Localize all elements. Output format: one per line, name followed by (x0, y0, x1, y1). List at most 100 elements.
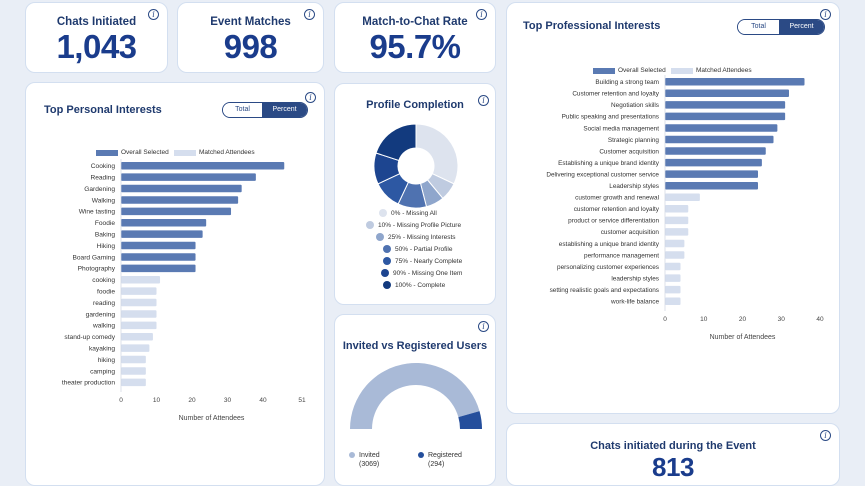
toggle-percent[interactable]: Percent (779, 20, 824, 34)
info-icon[interactable]: i (476, 9, 487, 20)
profile-legend-dot (376, 233, 384, 241)
professional-tick-label: 10 (700, 316, 708, 323)
profile-completion-legend: 0% - Missing All 10% - Missing Profile Pi… (335, 209, 495, 299)
chats-during-event-card: i Chats initiated during the Event 813 (506, 423, 840, 486)
professional-overall-bar (665, 158, 762, 167)
profile-legend-label: 0% - Missing All (391, 209, 437, 217)
legend-registered-label: Registered (428, 452, 462, 459)
profile-legend-dot (383, 257, 391, 265)
professional-category-label: customer retention and loyalty (574, 206, 660, 213)
personal-category-label: Walking (92, 197, 116, 204)
professional-matched-bar (665, 297, 681, 305)
profile-legend-label: 50% - Partial Profile (395, 245, 453, 253)
professional-matched-bar (665, 239, 685, 248)
personal-matched-bar (121, 310, 157, 318)
personal-matched-bar (121, 333, 153, 341)
personal-category-label: Gardening (84, 186, 115, 193)
profile-completion-card: i Profile Completion 0% - Missing All 10%… (334, 83, 496, 305)
invited-arc (350, 362, 480, 429)
legend-label: Matched Attendees (696, 67, 752, 74)
personal-tick-label: 40 (259, 397, 267, 404)
profile-legend-item: 100% - Complete (383, 281, 445, 289)
profile-legend-item: 50% - Partial Profile (383, 245, 452, 253)
personal-matched-bar (121, 355, 146, 364)
personal-overall-bar (121, 207, 232, 216)
professional-matched-bar (665, 193, 700, 201)
professional-category-label: Strategic planning (608, 137, 660, 144)
professional-matched-bar (665, 274, 681, 282)
personal-category-label: Photography (78, 266, 116, 273)
professional-matched-bar (665, 262, 681, 271)
professional-category-label: Leadership styles (609, 183, 659, 190)
legend-dot-registered (418, 452, 424, 459)
personal-category-label: walking (92, 323, 115, 330)
personal-category-label: Reading (90, 174, 115, 181)
legend-label: Overall Selected (618, 67, 666, 74)
personal-category-label: theater production (62, 380, 115, 387)
profile-legend-label: 10% - Missing Profile Picture (378, 221, 462, 229)
personal-overall-bar (121, 196, 239, 204)
personal-category-label: Board Gaming (72, 254, 115, 261)
legend-overall-selected: Overall Selected (96, 149, 169, 156)
legend-invited-label: Invited (359, 452, 380, 459)
registered-arc (458, 411, 482, 429)
professional-tick-label: 30 (778, 316, 786, 323)
profile-legend-label: 100% - Complete (395, 281, 446, 289)
legend-swatch (671, 67, 693, 74)
personal-category-label: cooking (92, 277, 115, 284)
legend-swatch (593, 67, 615, 74)
professional-interests-chart: Building a strong team Customer retention… (546, 75, 824, 341)
personal-matched-bar (121, 321, 157, 330)
profile-slice (375, 123, 417, 162)
professional-tick-label: 40 (816, 316, 824, 323)
info-icon[interactable]: i (305, 92, 316, 103)
personal-overall-bar (121, 162, 285, 170)
legend-matched-attendees: Matched Attendees (671, 67, 752, 74)
card-title: Profile Completion (366, 99, 464, 111)
professional-overall-bar (665, 89, 789, 98)
professional-category-label: customer growth and renewal (575, 195, 659, 202)
info-icon[interactable]: i (478, 321, 489, 332)
personal-category-label: kayaking (89, 345, 115, 352)
kpi-value: 813 (652, 452, 694, 482)
professional-category-label: Negotiation skills (611, 102, 659, 109)
profile-legend-item: 10% - Missing Profile Picture (366, 221, 461, 229)
profile-legend-dot (366, 221, 374, 229)
personal-category-label: hiking (98, 357, 116, 364)
kpi-value: 95.7% (369, 28, 461, 65)
professional-overall-bar (665, 101, 786, 109)
professional-category-label: leadership styles (611, 275, 659, 282)
profile-completion-donut (373, 123, 459, 209)
personal-matched-bar (121, 287, 157, 295)
professional-category-label: establishing a unique brand identity (559, 241, 660, 248)
legend-registered: Registered (294) (418, 452, 462, 468)
info-icon[interactable]: i (478, 95, 489, 106)
personal-category-label: foodie (97, 288, 115, 295)
personal-tick-label: 20 (188, 397, 196, 404)
legend-swatch (174, 149, 196, 156)
personal-category-label: Wine tasting (79, 209, 116, 216)
professional-category-label: Public speaking and presentations (562, 114, 659, 121)
toggle-total[interactable]: Total (223, 103, 263, 117)
professional-overall-bar (665, 147, 766, 155)
personal-category-label: gardening (86, 311, 116, 318)
professional-category-label: product or service differentiation (568, 218, 659, 225)
personal-tick-label: 10 (153, 397, 161, 404)
personal-matched-bar (121, 276, 161, 284)
total-percent-toggle[interactable]: Total Percent (737, 19, 825, 35)
toggle-total[interactable]: Total (738, 20, 780, 34)
professional-overall-bar (665, 135, 774, 144)
personal-matched-bar (121, 378, 146, 387)
professional-category-label: setting realistic goals and expectations (550, 287, 659, 294)
personal-category-label: Foodie (95, 220, 115, 227)
professional-category-label: performance management (584, 252, 659, 259)
info-icon[interactable]: i (820, 9, 831, 20)
total-percent-toggle[interactable]: Total Percent (222, 102, 308, 118)
card-title: Top Professional Interests (523, 20, 661, 32)
profile-legend-label: 90% - Missing One Item (393, 269, 463, 277)
info-icon[interactable]: i (304, 9, 315, 20)
professional-category-label: personalizing customer experiences (557, 264, 659, 271)
toggle-percent[interactable]: Percent (262, 103, 307, 117)
info-icon[interactable]: i (820, 430, 831, 441)
info-icon[interactable]: i (148, 9, 159, 20)
